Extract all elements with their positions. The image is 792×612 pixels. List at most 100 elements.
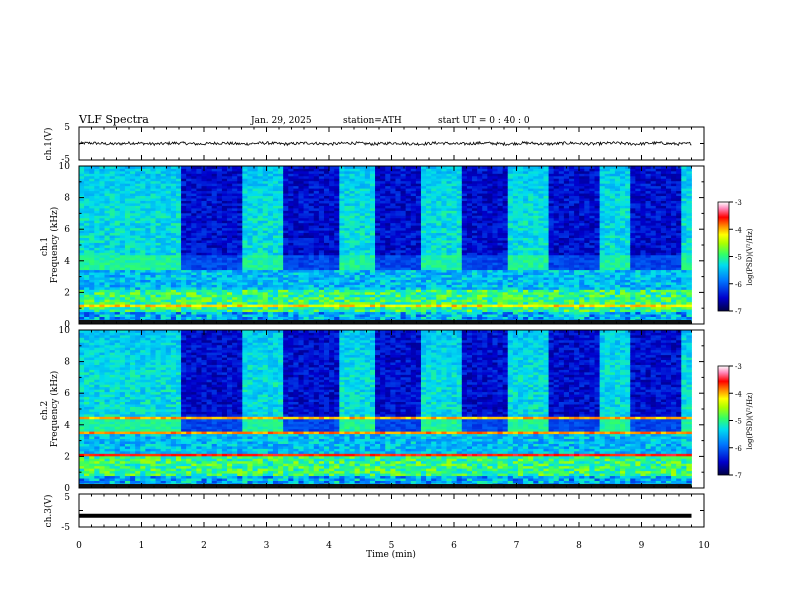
ch1-spectrogram-cell xyxy=(451,188,458,192)
ch1-spectrogram-cell xyxy=(130,267,136,271)
ch1-spectrogram-cell xyxy=(431,180,437,184)
ch1-spectrogram-cell xyxy=(262,311,269,315)
ch1-spectrogram-cell xyxy=(201,309,207,313)
ch1-spectrogram-cell xyxy=(109,311,116,315)
ch1-spectrogram-cell xyxy=(278,198,284,201)
ch1-spectrogram-cell xyxy=(415,301,422,305)
ch1-spectrogram-cell xyxy=(109,309,116,313)
ch1-spectrogram-cell xyxy=(431,225,437,229)
ch1-spectrogram-cell xyxy=(415,240,422,243)
ch1-spectrogram-cell xyxy=(119,200,126,204)
ch1-spectrogram-cell xyxy=(461,301,468,305)
ch1-spectrogram-cell xyxy=(135,257,141,261)
ch1-spectrogram-cell xyxy=(410,178,417,182)
ch1-spectrogram-cell xyxy=(451,259,458,263)
ch1-spectrogram-cell xyxy=(94,230,100,234)
ch1-spectrogram-cell xyxy=(318,193,325,197)
ch1-spectrogram-cell xyxy=(79,294,85,298)
ch1-spectrogram-cell xyxy=(104,301,111,305)
ch1-spectrogram-cell xyxy=(359,289,366,293)
ch1-spectrogram-cell xyxy=(89,254,95,258)
ch1-spectrogram-cell xyxy=(380,185,386,189)
ch1-spectrogram-cell xyxy=(395,269,401,273)
ch1-spectrogram-cell xyxy=(272,314,279,317)
ch1-spectrogram-cell xyxy=(344,257,350,261)
ch1-spectrogram-cell xyxy=(267,185,274,189)
ch1-spectrogram-cell xyxy=(221,291,228,295)
ch1-spectrogram-cell xyxy=(109,296,116,300)
ch1-spectrogram-cell xyxy=(313,289,320,293)
ch1-spectrogram-cell xyxy=(89,207,95,211)
ch1-spectrogram-cell xyxy=(196,190,202,194)
ch1-spectrogram-cell xyxy=(313,294,320,298)
ch1-spectrogram-cell xyxy=(201,215,207,219)
ch1-spectrogram-cell xyxy=(426,230,432,234)
ch1-spectrogram-cell xyxy=(155,242,162,246)
ch1-spectrogram-cell xyxy=(170,190,177,194)
ch1-spectrogram-cell xyxy=(191,277,197,280)
ch1-spectrogram-cell xyxy=(441,289,447,293)
ch1-spectrogram-cell xyxy=(329,205,335,209)
ch1-spectrogram-cell xyxy=(395,264,401,268)
ch1-spectrogram-cell xyxy=(237,282,243,285)
ch1-spectrogram-cell xyxy=(186,225,192,229)
ch1-spectrogram-cell xyxy=(318,284,325,288)
ch1-spectrogram-cell xyxy=(369,210,376,214)
ch1-spectrogram-cell xyxy=(461,175,468,179)
ch1-spectrogram-cell xyxy=(145,282,151,285)
ch1-spectrogram-cell xyxy=(232,277,238,280)
ch1-spectrogram-cell xyxy=(313,222,320,226)
ch1-spectrogram-cell xyxy=(446,200,452,204)
ch1-spectrogram-cell xyxy=(441,188,447,192)
ch1-spectrogram-cell xyxy=(298,207,304,211)
ch1-spectrogram-cell xyxy=(175,188,182,192)
ch1-spectrogram-cell xyxy=(395,220,401,224)
ch1-spectrogram-cell xyxy=(252,183,259,187)
ch1-spectrogram-cell xyxy=(211,240,218,243)
ch1-spectrogram-cell xyxy=(390,237,396,241)
ch1-spectrogram-cell xyxy=(324,289,330,293)
ch1-spectrogram-cell xyxy=(201,195,207,199)
ch1-spectrogram-cell xyxy=(344,168,350,172)
ch1-spectrogram-cell xyxy=(339,289,345,293)
ch1-spectrogram-cell xyxy=(334,245,340,248)
ch1-spectrogram-cell xyxy=(191,193,197,197)
ch1-spectrogram-cell xyxy=(283,291,289,295)
ch1-spectrogram-cell xyxy=(175,203,182,206)
ch1-spectrogram-cell xyxy=(84,237,90,241)
ch1-spectrogram-cell xyxy=(145,286,151,290)
ch1-spectrogram-cell xyxy=(436,198,442,201)
ch1-spectrogram-cell xyxy=(436,222,442,226)
ch1-spectrogram-cell xyxy=(124,215,131,219)
ch1-spectrogram-cell xyxy=(334,294,340,298)
ch1-spectrogram-cell xyxy=(288,299,294,303)
ch1-spectrogram-cell xyxy=(380,230,386,234)
ch1-spectrogram-cell xyxy=(380,198,386,201)
ch1-spectrogram-cell xyxy=(267,306,274,310)
ch1-spectrogram-cell xyxy=(441,294,447,298)
ch1-spectrogram-cell xyxy=(186,304,192,308)
ch1-spectrogram-cell xyxy=(324,166,330,169)
ch1-spectrogram-cell xyxy=(298,215,304,219)
ch1-spectrogram-cell xyxy=(451,252,458,256)
ch1-spectrogram-cell xyxy=(89,225,95,229)
ch1-spectrogram-cell xyxy=(456,294,463,298)
ch1-spectrogram-cell xyxy=(415,252,422,256)
ch1-spectrogram-cell xyxy=(385,247,391,251)
ch1-spectrogram-cell xyxy=(415,311,422,315)
ch1-spectrogram-cell xyxy=(257,183,264,187)
ch1-spectrogram-cell xyxy=(395,198,401,201)
ch1-spectrogram-cell xyxy=(247,249,253,253)
ch1-spectrogram-cell xyxy=(303,289,310,293)
ch1-spectrogram-cell xyxy=(206,245,213,248)
ch1-spectrogram-cell xyxy=(119,217,126,221)
ch1-spectrogram-cell xyxy=(272,311,279,315)
ch1-spectrogram-cell xyxy=(216,252,223,256)
ch1-spectrogram-cell xyxy=(354,215,361,219)
ch1-spectrogram-cell xyxy=(119,220,126,224)
ch1-spectrogram-cell xyxy=(114,316,121,320)
ch1-spectrogram-cell xyxy=(446,175,452,179)
ch1-spectrogram-cell xyxy=(237,242,243,246)
ch1-spectrogram-cell xyxy=(278,245,284,248)
ch1-spectrogram-cell xyxy=(247,291,253,295)
